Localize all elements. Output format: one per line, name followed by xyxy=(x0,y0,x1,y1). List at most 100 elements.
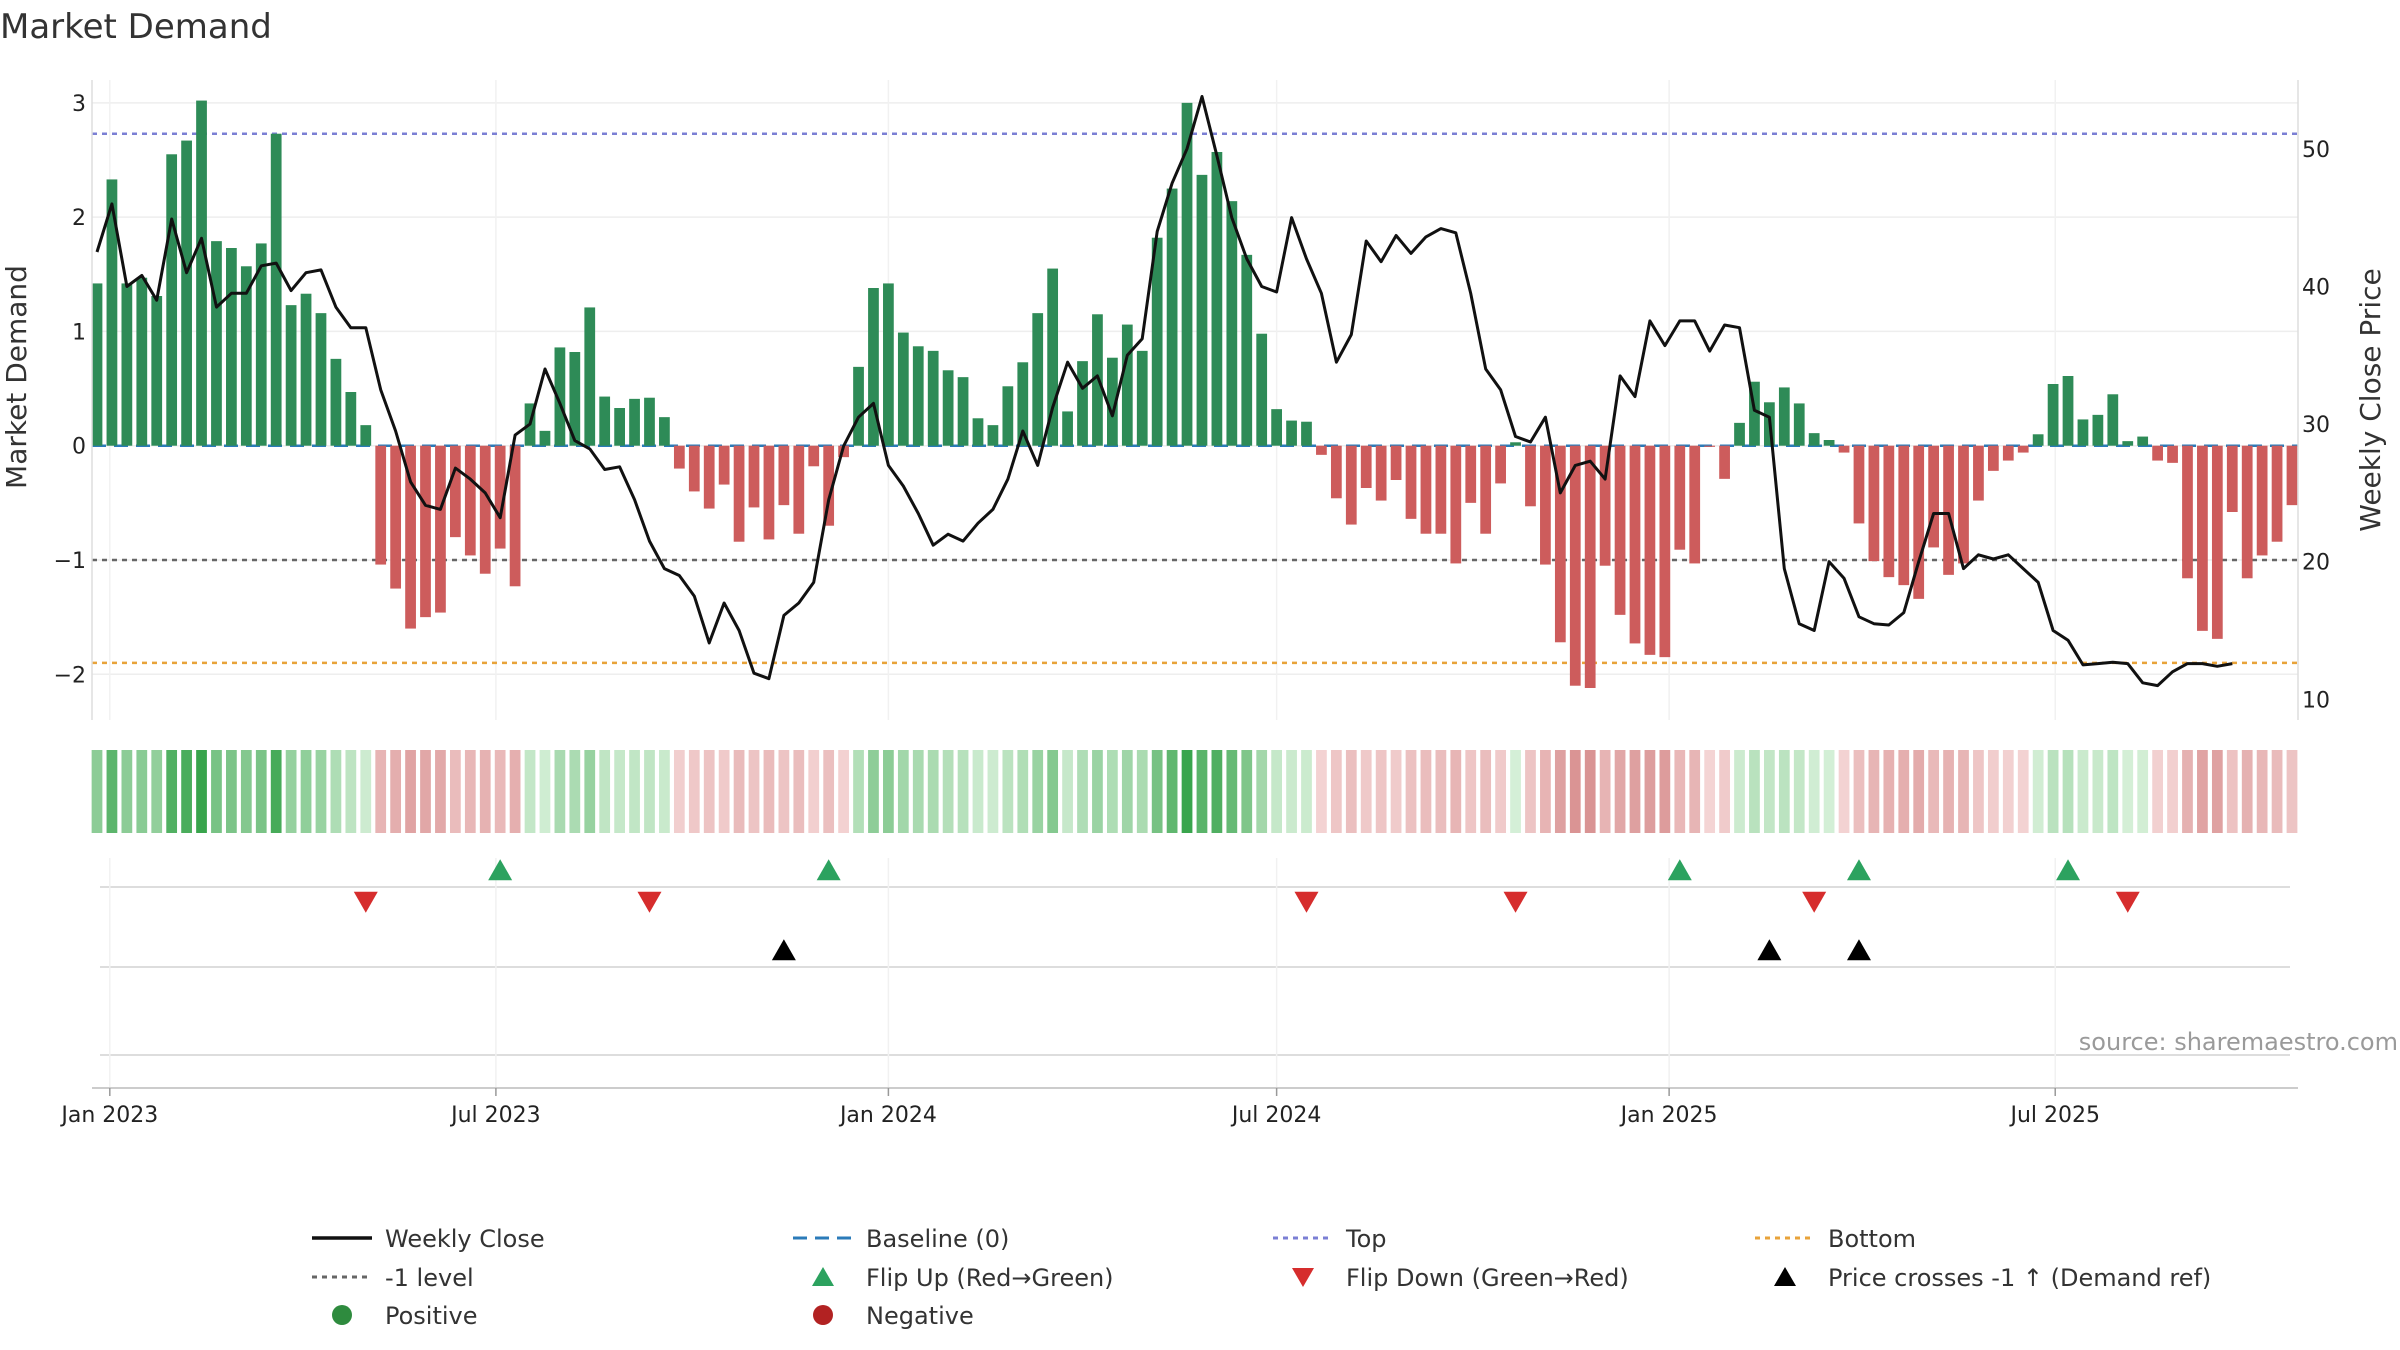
heat-strip-cell xyxy=(1047,750,1059,833)
demand-bar xyxy=(121,283,133,446)
heat-strip-cell xyxy=(1181,750,1193,833)
heat-strip-cell xyxy=(2271,750,2283,833)
heat-strip-cell xyxy=(793,750,805,833)
y-tick-label: 0 xyxy=(72,435,86,460)
heat-strip-cell xyxy=(1764,750,1775,833)
demand-bar xyxy=(240,266,252,446)
demand-bar xyxy=(420,445,431,618)
heat-strip-cell xyxy=(211,750,222,833)
demand-bar xyxy=(2241,445,2253,579)
demand-bar xyxy=(1778,387,1790,446)
demand-bar xyxy=(1928,445,1940,548)
demand-bar xyxy=(1181,102,1193,446)
legend-label: Positive xyxy=(385,1302,478,1330)
legend-swatch xyxy=(332,1305,352,1325)
demand-bar xyxy=(912,346,924,446)
price-cross-marker xyxy=(771,939,796,961)
heat-strip-cell xyxy=(405,750,416,833)
demand-bar xyxy=(2107,394,2119,446)
heat-strip-cell xyxy=(1778,750,1790,833)
demand-bar xyxy=(2017,445,2029,453)
demand-bar xyxy=(1301,421,1312,446)
heat-strip-cell xyxy=(1749,750,1760,833)
legend-label: Weekly Close xyxy=(385,1225,545,1253)
heat-strip-cell xyxy=(2062,750,2074,833)
demand-bar xyxy=(688,445,700,492)
heat-strip-cell xyxy=(1241,750,1253,833)
demand-bar xyxy=(390,445,402,589)
heat-strip-cell xyxy=(2211,750,2223,833)
demand-bar xyxy=(1062,411,1073,446)
demand-bar xyxy=(300,293,312,446)
heat-strip-cell xyxy=(1032,750,1044,833)
close-price-line xyxy=(95,95,2233,688)
heat-strip-cell xyxy=(449,750,461,833)
heat-strip-cell xyxy=(569,750,581,833)
heat-strip-cell xyxy=(554,750,566,833)
demand-bar xyxy=(1405,445,1417,519)
demand-bar xyxy=(136,277,148,446)
legend-label: Flip Down (Green→Red) xyxy=(1346,1264,1629,1292)
demand-bar xyxy=(1360,445,1372,488)
demand-bar xyxy=(1554,445,1566,643)
heat-strip-cell xyxy=(2226,750,2238,833)
demand-bar xyxy=(166,154,178,446)
grid-layer xyxy=(92,80,2298,720)
demand-bar xyxy=(270,133,282,446)
demand-bar xyxy=(1719,445,1730,479)
source-credit: source: sharemaestro.com xyxy=(2079,1028,2398,1056)
demand-bar xyxy=(659,417,670,446)
demand-bar xyxy=(972,418,984,446)
demand-bar xyxy=(2137,436,2149,446)
x-tick-label: Jul 2025 xyxy=(2008,1103,2100,1128)
demand-bar xyxy=(494,445,506,549)
heat-strip-cell xyxy=(1136,750,1148,833)
demand-bar xyxy=(1420,445,1432,534)
demand-bar xyxy=(1510,442,1521,446)
demand-bar xyxy=(2152,445,2163,461)
demand-bar xyxy=(763,445,775,540)
demand-bar xyxy=(1808,433,1820,446)
heat-strip-cell xyxy=(972,750,984,833)
legend-item: Bottom xyxy=(1755,1225,1916,1253)
demand-bar xyxy=(778,445,790,506)
demand-bar xyxy=(1987,445,1999,471)
heat-strip-cell xyxy=(1913,750,1925,833)
demand-bar xyxy=(1853,445,1865,524)
heat-strip-cell xyxy=(1480,750,1492,833)
heat-strip-cell xyxy=(1540,750,1551,833)
demand-bar xyxy=(1674,445,1686,550)
demand-bar xyxy=(1151,237,1163,446)
legend-label: Negative xyxy=(866,1302,974,1330)
heat-strip-cell xyxy=(1793,750,1805,833)
legend-item: Negative xyxy=(813,1302,974,1330)
legend-label: Top xyxy=(1345,1225,1387,1253)
demand-bar xyxy=(1106,357,1118,446)
demand-bar xyxy=(1450,445,1462,564)
demand-bar xyxy=(883,283,894,446)
demand-bar xyxy=(1271,409,1283,446)
demand-bar xyxy=(345,392,357,446)
heat-strip-cell xyxy=(494,750,506,833)
heat-strip-cell xyxy=(360,750,372,833)
demand-bar xyxy=(2182,445,2193,579)
legend-label: Price crosses -1 ↑ (Demand ref) xyxy=(1828,1264,2211,1292)
demand-bar xyxy=(1838,445,1850,453)
heat-strip-cell xyxy=(2092,750,2104,833)
heat-strip-cell xyxy=(1495,750,1506,833)
heat-strip-cell xyxy=(1928,750,1940,833)
legend: Weekly Close Baseline (0) Top Bottom -1 leve… xyxy=(312,1225,2211,1330)
flip-up-marker xyxy=(2056,859,2081,881)
heat-strip-cell xyxy=(1719,750,1730,833)
heat-strip-cell xyxy=(509,750,521,833)
demand-bars xyxy=(91,100,2298,688)
demand-bar xyxy=(211,241,222,446)
legend-item: Top xyxy=(1273,1225,1387,1253)
demand-bar xyxy=(2167,445,2178,463)
heat-strip-cell xyxy=(2197,750,2208,833)
demand-bar xyxy=(1943,445,1954,575)
demand-bar xyxy=(2002,445,2014,461)
demand-bar xyxy=(1629,445,1641,644)
heat-strip-cell xyxy=(1958,750,1969,833)
